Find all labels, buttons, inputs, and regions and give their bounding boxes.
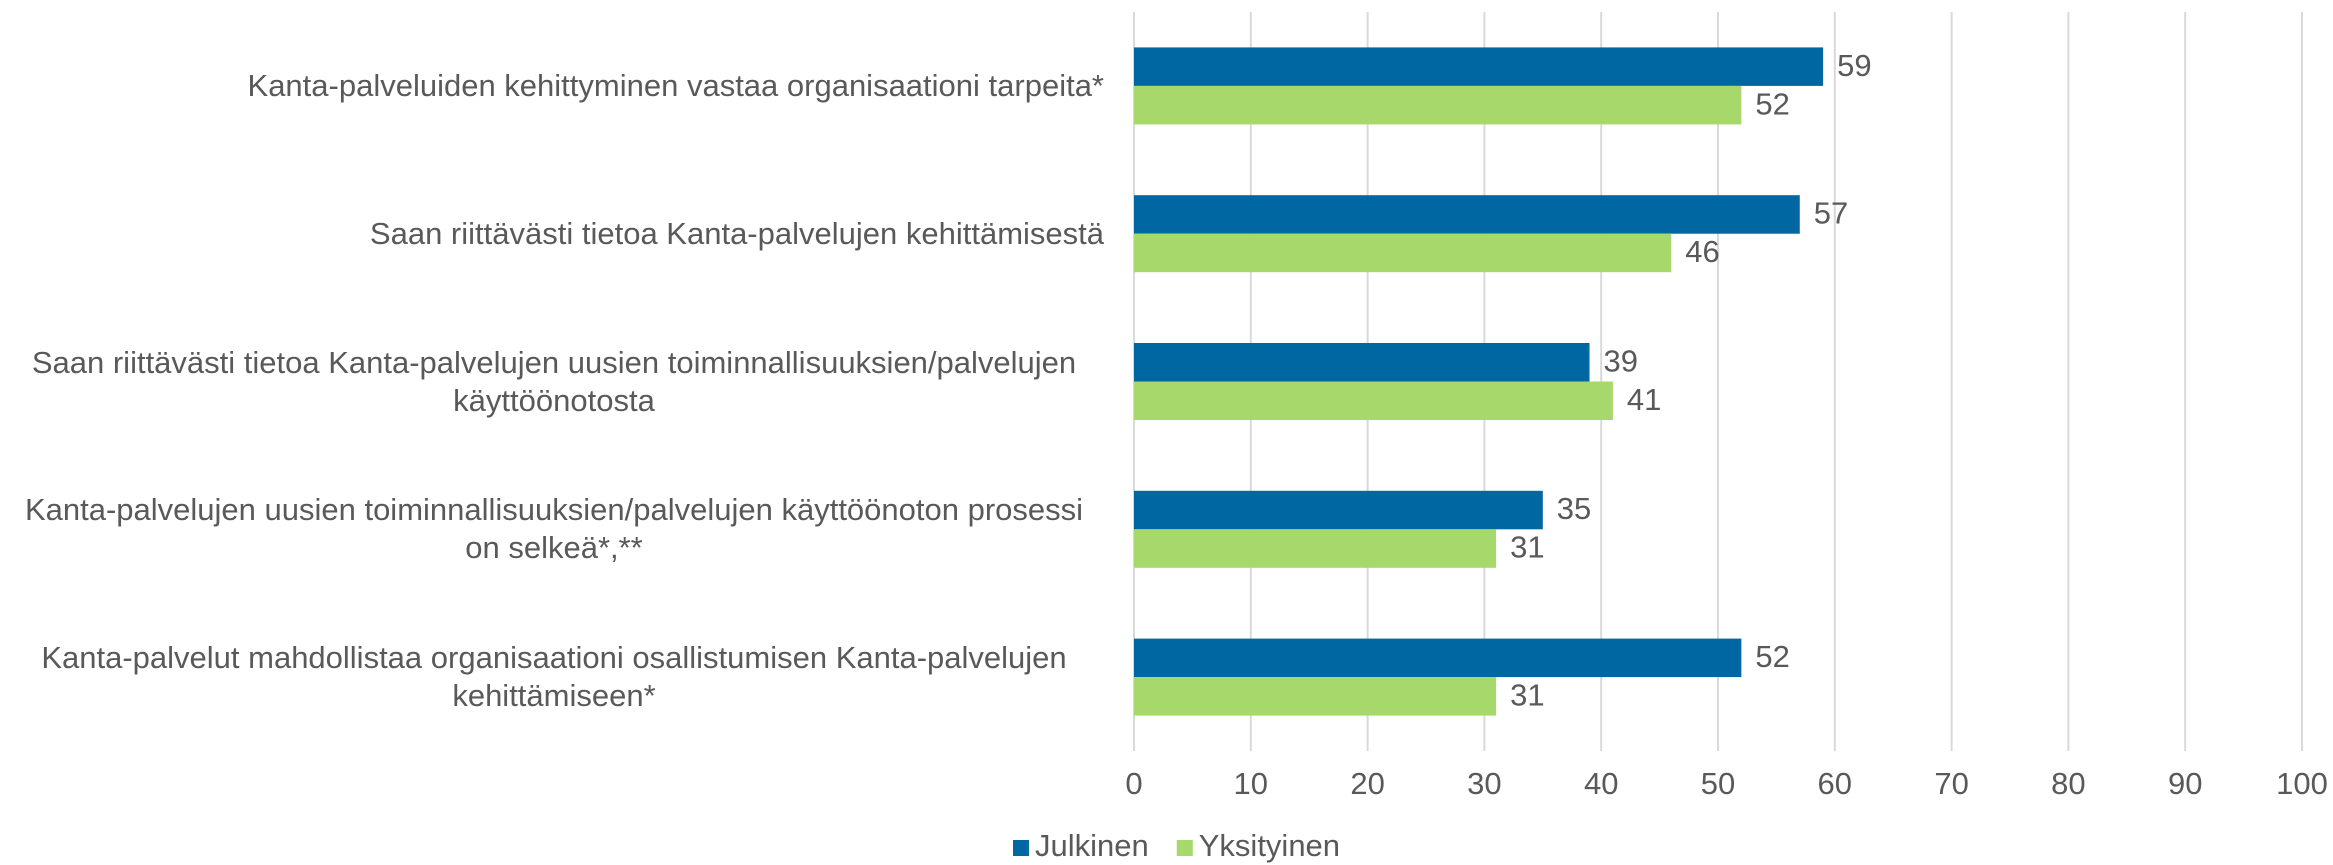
data-label: 39: [1604, 343, 1638, 378]
data-label: 41: [1627, 382, 1661, 417]
bar: [1134, 47, 1824, 86]
category-label-box: Saan riittävästi tietoa Kanta-palvelujen…: [4, 215, 1104, 253]
category-label-box: Kanta-palvelut mahdollistaa organisaatio…: [4, 639, 1104, 715]
data-label: 52: [1755, 639, 1789, 674]
y-tick-label: Kanta-palveluiden kehittyminen vastaa or…: [247, 67, 1104, 103]
x-tick-label: 80: [2051, 766, 2085, 801]
legend-label: Julkinen: [1035, 828, 1149, 863]
y-tick-label: Saan riittävästi tietoa Kanta-palvelujen…: [369, 215, 1104, 251]
y-tick-label: Kanta-palvelut mahdollistaa organisaatio…: [41, 640, 1067, 714]
data-label: 31: [1510, 530, 1544, 565]
x-tick-label: 50: [1701, 766, 1735, 801]
x-tick-label: 0: [1125, 766, 1142, 801]
data-label: 59: [1837, 48, 1871, 83]
data-label: 31: [1510, 678, 1544, 713]
x-tick-label: 30: [1467, 766, 1501, 801]
data-label: 57: [1814, 196, 1848, 231]
x-tick-label: 40: [1584, 766, 1618, 801]
category-label-box: Kanta-palveluiden kehittyminen vastaa or…: [4, 67, 1104, 105]
x-tick-label: 90: [2168, 766, 2202, 801]
x-tick-label: 100: [2276, 766, 2328, 801]
data-label: 46: [1685, 234, 1719, 269]
bar: [1134, 490, 1543, 530]
bar: [1134, 343, 1590, 382]
bar: [1134, 677, 1497, 716]
bar: [1134, 638, 1742, 678]
bar: [1134, 529, 1497, 568]
legend-swatch: [1176, 840, 1193, 856]
legend-swatch: [1013, 840, 1029, 856]
bar: [1134, 381, 1613, 420]
x-tick-label: 70: [1934, 766, 1968, 801]
bar: [1134, 85, 1742, 125]
legend-label: Yksityinen: [1199, 828, 1340, 863]
category-label-box: Kanta-palvelujen uusien toiminnallisuuks…: [4, 491, 1104, 567]
x-tick-label: 10: [1234, 766, 1268, 801]
y-tick-label: Kanta-palvelujen uusien toiminnallisuuks…: [24, 492, 1084, 566]
bar: [1134, 233, 1672, 273]
data-label: 35: [1557, 491, 1591, 526]
x-tick-label: 60: [1818, 766, 1852, 801]
bar: [1134, 195, 1800, 234]
x-tick-label: 20: [1350, 766, 1384, 801]
y-tick-label: Saan riittävästi tietoa Kanta-palvelujen…: [31, 344, 1077, 418]
category-label-box: Saan riittävästi tietoa Kanta-palvelujen…: [4, 344, 1104, 420]
data-label: 52: [1755, 86, 1789, 121]
